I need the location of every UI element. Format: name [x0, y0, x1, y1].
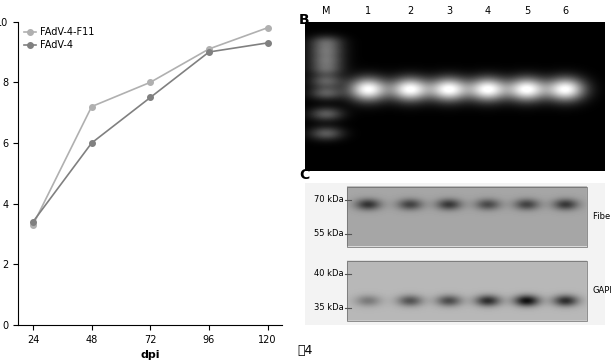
Text: M: M [321, 6, 330, 16]
FAdV-4 [264, 41, 271, 45]
Text: 2: 2 [407, 163, 413, 173]
FAdV-4-F11 [88, 104, 95, 109]
Bar [347, 187, 587, 247]
Legend: FAdV-4-F11, FAdV-4: FAdV-4-F11, FAdV-4 [20, 23, 98, 54]
Text: 55 kDa: 55 kDa [314, 229, 344, 238]
Text: 5: 5 [524, 6, 530, 16]
Text: 1: 1 [365, 6, 371, 16]
Text: 4: 4 [485, 6, 491, 16]
Bar [347, 261, 587, 321]
Text: GAPDH: GAPDH [593, 286, 611, 295]
Text: 图4: 图4 [298, 344, 313, 357]
Line: FAdV-4-F11: FAdV-4-F11 [30, 25, 271, 227]
Text: M: M [321, 163, 330, 173]
Text: 3: 3 [446, 6, 452, 16]
FAdV-4-F11 [29, 223, 37, 227]
Text: 3: 3 [446, 163, 452, 173]
Text: 5: 5 [524, 163, 530, 173]
Text: 6: 6 [563, 163, 569, 173]
FAdV-4 [29, 219, 37, 224]
FAdV-4-F11 [264, 26, 271, 30]
Text: 2: 2 [407, 6, 413, 16]
Text: C: C [299, 169, 309, 182]
Text: 4: 4 [485, 163, 491, 173]
Text: 6: 6 [563, 6, 569, 16]
Line: FAdV-4: FAdV-4 [30, 40, 271, 225]
Text: B: B [299, 13, 310, 27]
X-axis label: dpi: dpi [141, 350, 160, 360]
Text: 35 kDa: 35 kDa [314, 303, 344, 312]
FAdV-4-F11 [205, 47, 213, 51]
Text: Fiber of FAdV-11: Fiber of FAdV-11 [593, 212, 611, 221]
Text: 70 kDa: 70 kDa [314, 195, 344, 204]
FAdV-4 [205, 50, 213, 54]
FAdV-4 [147, 95, 154, 100]
Text: 1: 1 [365, 163, 371, 173]
Text: 40 kDa: 40 kDa [314, 269, 344, 278]
FAdV-4-F11 [147, 80, 154, 84]
FAdV-4 [88, 141, 95, 145]
